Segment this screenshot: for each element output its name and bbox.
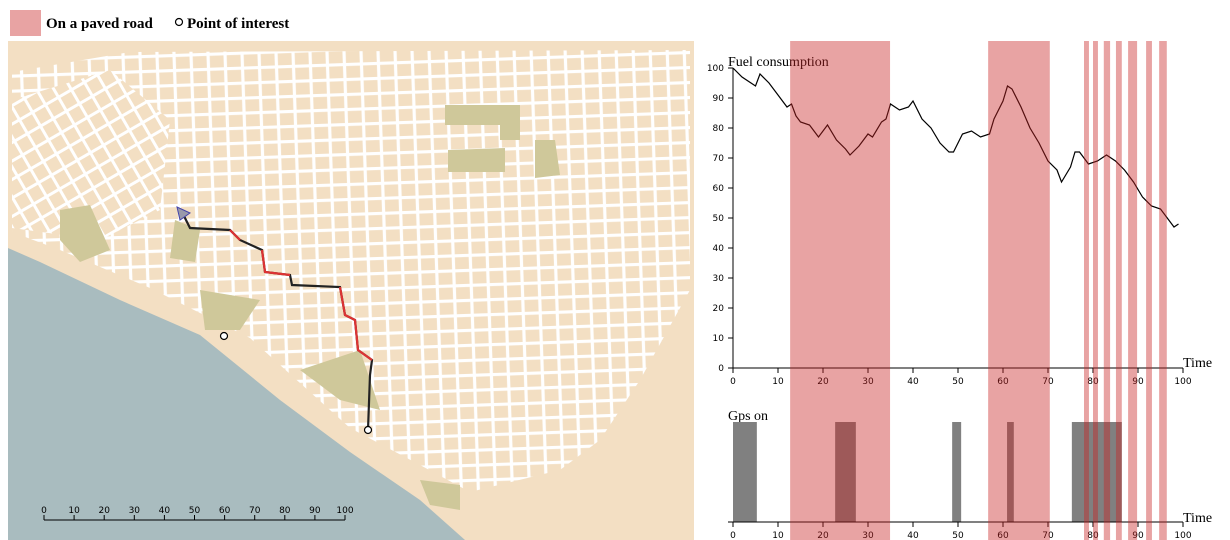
x-tick-label: 40 <box>907 531 919 540</box>
gps-on-bar <box>1007 422 1014 522</box>
y-axis-label: Fuel consumption <box>728 55 829 70</box>
x-tick-label: 80 <box>1087 377 1099 387</box>
scale-label: 90 <box>309 506 321 516</box>
scale-label: 50 <box>189 506 201 516</box>
paved-road-band <box>1115 41 1122 540</box>
y-tick-label: 0 <box>718 364 724 374</box>
x-tick-label: 100 <box>1174 377 1191 387</box>
paved-road-band <box>1159 41 1167 540</box>
x-axis-label: Time <box>1183 356 1212 371</box>
y-tick-label: 10 <box>713 334 725 344</box>
paved-road-band <box>988 41 1050 540</box>
scale-label: 80 <box>279 506 291 516</box>
scale-label: 100 <box>336 506 353 516</box>
x-tick-label: 90 <box>1132 531 1144 540</box>
y-tick-label: 30 <box>713 274 725 284</box>
x-tick-label: 10 <box>772 531 784 540</box>
y-tick-label: 100 <box>707 64 724 74</box>
x-tick-label: 60 <box>997 531 1009 540</box>
x-tick-label: 80 <box>1087 531 1099 540</box>
scale-label: 20 <box>98 506 110 516</box>
paved-road-band <box>1084 41 1089 540</box>
legend-swatch <box>10 10 41 36</box>
scale-label: 40 <box>159 506 171 516</box>
y-tick-label: 40 <box>713 244 725 254</box>
y-axis-label: Gps on <box>728 409 768 424</box>
fuel-line <box>732 67 1179 228</box>
x-tick-label: 70 <box>1042 531 1054 540</box>
x-tick-label: 40 <box>907 377 919 387</box>
x-tick-label: 60 <box>997 377 1009 387</box>
x-tick-label: 20 <box>817 531 829 540</box>
legend-marker <box>174 17 184 27</box>
gps-on-bar <box>952 422 962 522</box>
legend-label: Point of interest <box>187 16 289 32</box>
scale-label: 70 <box>249 506 261 516</box>
paved-road-band <box>1128 41 1138 540</box>
map <box>8 41 694 540</box>
x-tick-label: 0 <box>730 377 736 387</box>
y-tick-label: 70 <box>713 154 725 164</box>
legend-label: On a paved road <box>46 16 153 32</box>
scale-label: 10 <box>68 506 80 516</box>
gps-on-bar <box>835 422 856 522</box>
scale-label: 0 <box>41 506 47 516</box>
y-tick-label: 20 <box>713 304 725 314</box>
y-tick-label: 50 <box>713 214 725 224</box>
x-tick-label: 50 <box>952 531 964 540</box>
x-tick-label: 70 <box>1042 377 1054 387</box>
paved-road-band <box>1146 41 1152 540</box>
y-tick-label: 80 <box>713 124 725 134</box>
scale-label: 60 <box>219 506 231 516</box>
gps-on-bar <box>1071 422 1122 522</box>
x-tick-label: 10 <box>772 377 784 387</box>
scale-label: 30 <box>129 506 141 516</box>
x-tick-label: 50 <box>952 377 964 387</box>
x-axis-label: Time <box>1183 511 1212 526</box>
x-tick-label: 20 <box>817 377 829 387</box>
paved-road-band <box>1103 41 1111 540</box>
x-tick-label: 0 <box>730 531 736 540</box>
x-tick-label: 90 <box>1132 377 1144 387</box>
x-tick-label: 30 <box>862 377 874 387</box>
x-tick-label: 30 <box>862 531 874 540</box>
y-tick-label: 60 <box>713 184 725 194</box>
y-tick-label: 90 <box>713 94 725 104</box>
paved-road-band <box>790 41 891 540</box>
paved-road-band <box>1093 41 1098 540</box>
gps-on-bar <box>733 422 757 522</box>
x-tick-label: 100 <box>1174 531 1191 540</box>
